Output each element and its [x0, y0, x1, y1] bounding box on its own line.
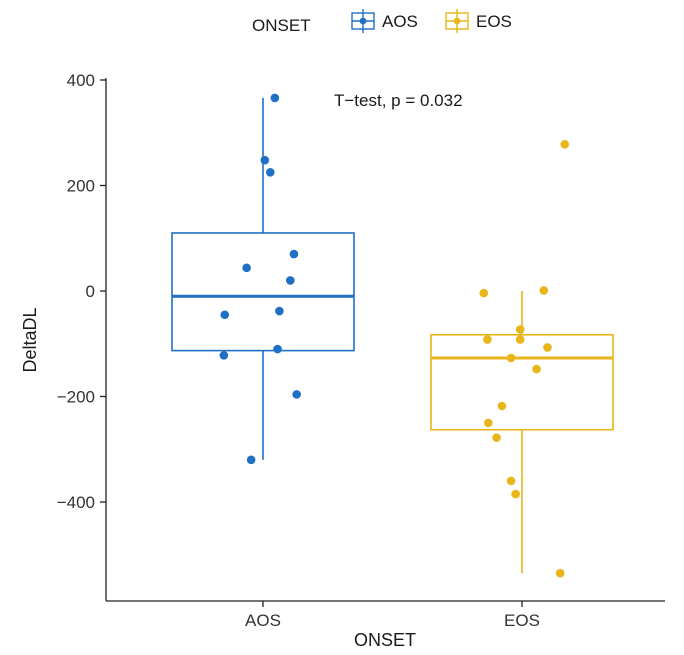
t-test-annotation: T−test, p = 0.032: [334, 91, 463, 110]
data-point: [543, 343, 552, 352]
data-point: [273, 344, 282, 354]
data-point: [275, 306, 284, 316]
data-point: [497, 401, 507, 411]
box-iqr: [430, 333, 614, 431]
data-point: [292, 390, 301, 399]
y-tick-label: 400: [67, 71, 95, 90]
x-tick-label: EOS: [504, 611, 540, 630]
points-layer: [219, 93, 570, 578]
data-point: [260, 155, 270, 165]
data-point: [265, 168, 275, 177]
y-tick-label: 0: [86, 282, 95, 301]
y-axis-ticks: 400 200 0 −200 −400: [57, 71, 106, 512]
boxes-layer: [171, 97, 614, 574]
legend-title: ONSET: [252, 16, 311, 35]
legend-key-aos: AOS: [351, 9, 418, 33]
data-point: [511, 489, 520, 499]
data-point: [242, 263, 251, 273]
data-point: [246, 455, 256, 465]
legend-point-icon: [453, 17, 461, 25]
data-point: [492, 433, 501, 442]
data-point: [484, 418, 493, 428]
data-point: [560, 140, 570, 149]
data-point: [220, 310, 230, 320]
legend: ONSET AOS EOS: [252, 9, 512, 35]
legend-label: EOS: [476, 12, 512, 31]
data-point: [506, 353, 516, 363]
data-point: [219, 351, 229, 360]
y-tick-label: 200: [67, 177, 95, 196]
data-point: [539, 286, 549, 295]
y-tick-label: −400: [57, 493, 95, 512]
data-point: [532, 364, 541, 374]
legend-point-icon: [359, 17, 367, 25]
data-point: [515, 335, 525, 344]
data-point: [515, 325, 525, 334]
x-tick-label: AOS: [245, 611, 281, 630]
x-axis-ticks: AOS EOS: [245, 601, 540, 630]
legend-label: AOS: [382, 12, 418, 31]
y-axis-title: DeltaDL: [20, 307, 40, 372]
x-axis-title: ONSET: [354, 630, 416, 650]
data-point: [289, 249, 299, 259]
data-point: [286, 276, 295, 285]
box-iqr: [171, 232, 355, 352]
data-point: [555, 568, 565, 578]
data-point: [483, 335, 492, 344]
data-point: [270, 93, 280, 103]
data-point: [479, 288, 489, 298]
data-point: [506, 476, 516, 486]
y-tick-label: −200: [57, 388, 95, 407]
legend-key-eos: EOS: [445, 9, 512, 33]
